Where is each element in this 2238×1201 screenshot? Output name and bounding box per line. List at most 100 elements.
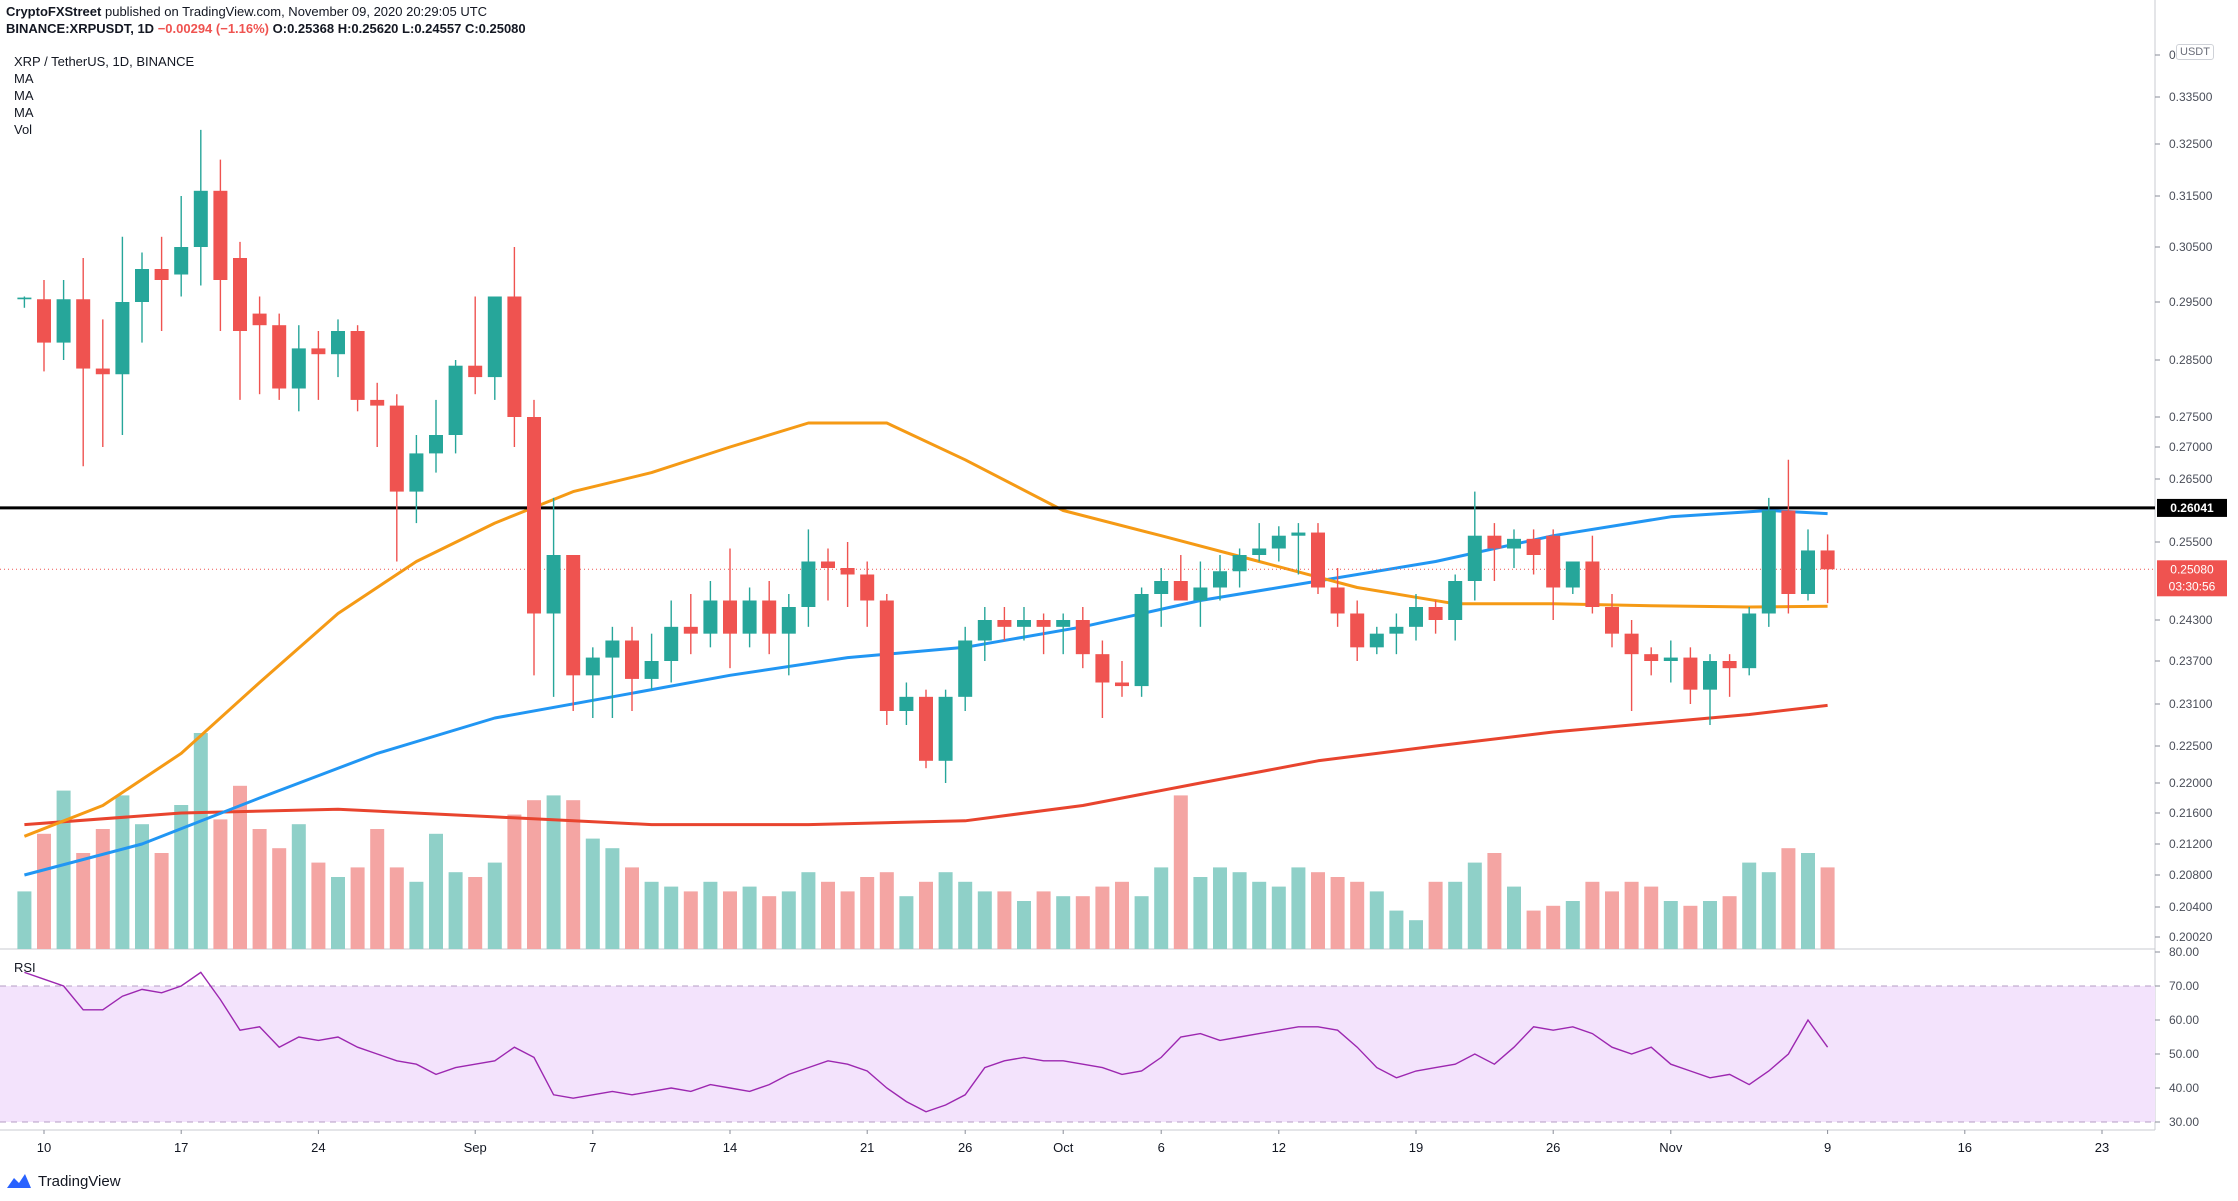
volume-bar <box>311 862 326 949</box>
volume-bar <box>625 867 639 949</box>
publisher-name[interactable]: CryptoFXStreet <box>6 4 102 19</box>
candle-body <box>899 696 914 711</box>
candle-body <box>1232 555 1247 572</box>
last-price-tag <box>2157 560 2227 597</box>
resistance-price-tag <box>2157 498 2227 517</box>
time-tick-label: 26 <box>958 1140 972 1155</box>
rsi-tick-label: 70.00 <box>2169 979 2199 993</box>
price-tick-label: 0.20800 <box>2169 868 2213 882</box>
time-tick-label: 19 <box>1409 1140 1423 1155</box>
candle-body <box>1173 581 1188 601</box>
candle-body <box>174 247 189 275</box>
volume-bar <box>272 848 287 949</box>
legend-title[interactable]: XRP / TetherUS, 1D, BINANCE <box>14 54 195 69</box>
tradingview-branding[interactable]: TradingView <box>6 1172 121 1190</box>
candle-body <box>997 620 1012 627</box>
volume-bar <box>1291 867 1306 949</box>
volume-bar <box>879 872 894 949</box>
volume-bar <box>1624 881 1639 949</box>
time-tick-label: 7 <box>589 1140 596 1155</box>
volume-bar <box>291 824 306 949</box>
legend-item-vol[interactable]: Vol <box>14 122 33 137</box>
price-tick-label: 0.33500 <box>2169 90 2213 104</box>
candle-body <box>605 640 620 658</box>
candle-body <box>801 561 816 607</box>
volume-bar <box>331 877 345 949</box>
candle-body <box>664 626 679 661</box>
tradingview-logo-icon <box>7 1174 31 1188</box>
price-tick-label: 0.20400 <box>2169 900 2213 914</box>
time-tick-label: 12 <box>1272 1140 1286 1155</box>
candle-body <box>1252 548 1267 555</box>
candle-body <box>958 640 973 697</box>
rsi-legend[interactable]: RSI <box>14 960 36 975</box>
ma-orange-line <box>23 421 1828 838</box>
candle-body <box>1801 550 1815 594</box>
volume-bar <box>546 795 561 949</box>
candle-body <box>527 417 541 614</box>
volume-bar <box>1507 886 1521 949</box>
candle-body <box>115 302 130 375</box>
volume-bar <box>1252 881 1267 949</box>
candle-body <box>781 607 796 634</box>
legend-item-ma[interactable]: MA <box>14 105 34 120</box>
time-tick-label: 23 <box>2095 1140 2109 1155</box>
volume-bar <box>742 886 757 949</box>
candle-body <box>468 365 483 378</box>
volume-bar <box>1330 877 1345 949</box>
candle-body <box>1644 654 1659 661</box>
volume-bar <box>1487 853 1502 949</box>
volume-bar <box>801 872 816 949</box>
rsi-tick-label: 40.00 <box>2169 1081 2199 1095</box>
candle-body <box>1703 661 1717 690</box>
legend-item-ma[interactable]: MA <box>14 88 34 103</box>
volume-bar <box>370 829 385 949</box>
candle-body <box>1820 550 1835 570</box>
candle-body <box>389 405 404 492</box>
volume-bar <box>252 829 267 949</box>
time-axis[interactable]: 10 17 24 Sep 7 14 21 26 Oct 6 12 19 26 Nov 9 16 23 <box>37 1130 2109 1155</box>
candle-body <box>938 696 953 761</box>
candle-body <box>1075 620 1090 655</box>
volume-bar <box>1546 905 1561 949</box>
candle-body <box>272 325 287 389</box>
volume-bar <box>566 800 581 949</box>
time-tick-label: Sep <box>464 1140 487 1155</box>
volume-bar <box>1056 896 1071 949</box>
candle-body <box>233 258 247 331</box>
candle-body <box>860 574 875 601</box>
volume-bar <box>76 853 91 949</box>
candle-body <box>1722 661 1737 669</box>
volume-bar <box>1467 862 1482 949</box>
legend-item-ma[interactable]: MA <box>14 71 34 86</box>
volume-bar <box>1369 891 1384 949</box>
price-tick-label: 0.24300 <box>2169 613 2213 627</box>
candles[interactable] <box>17 129 1835 783</box>
resistance-price-label: 0.26041 <box>2170 501 2214 515</box>
candle-body <box>37 299 51 343</box>
candle-body <box>1742 613 1757 669</box>
candle-body <box>1330 587 1345 614</box>
candle-body <box>566 555 581 676</box>
publish-info: CryptoFXStreet published on TradingView.… <box>6 4 487 19</box>
ma-red-line <box>24 703 1828 827</box>
candle-body <box>1605 607 1619 634</box>
volume-bar <box>762 896 777 949</box>
resistance-line[interactable] <box>0 506 2155 570</box>
volume-bar <box>1801 853 1815 949</box>
rsi-axis: 80.00 70.00 60.00 50.00 40.00 30.00 <box>2155 945 2199 1129</box>
volume-bar <box>1644 886 1659 949</box>
candle-body <box>1017 620 1031 627</box>
price-tick-label: 0.20020 <box>2169 930 2213 944</box>
volume-bar <box>977 891 992 949</box>
volume-bar <box>1565 901 1580 949</box>
volume-bar <box>1683 905 1698 949</box>
volume-bar <box>37 833 51 949</box>
volume-bar <box>1428 881 1443 949</box>
volume-bar <box>1154 867 1169 949</box>
volume-bar <box>1095 886 1110 949</box>
time-tick-label: Nov <box>1659 1140 1683 1155</box>
time-tick-label: 26 <box>1546 1140 1560 1155</box>
currency-badge[interactable]: USDT <box>2176 44 2214 60</box>
